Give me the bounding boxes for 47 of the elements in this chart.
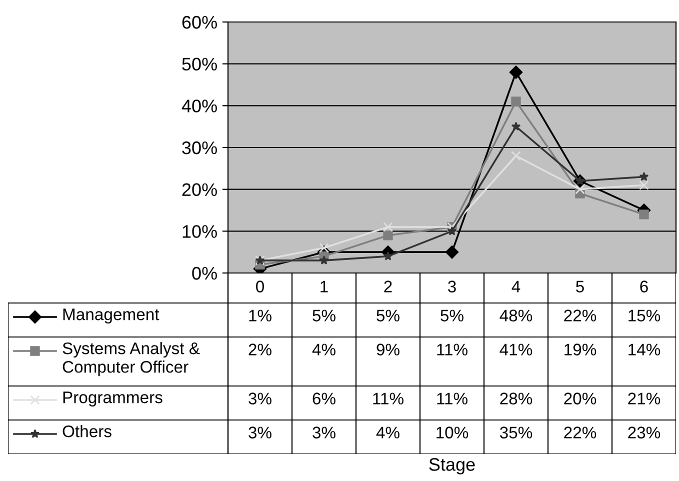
y-tick-label: 60% — [182, 16, 217, 29]
data-label: 19% — [564, 344, 596, 356]
x-tick-label: 5 — [576, 280, 584, 292]
text: Stage — [429, 458, 475, 474]
data-label: 3% — [248, 392, 272, 404]
data-label: 5% — [440, 310, 464, 322]
data-label: 22% — [564, 310, 596, 322]
legend-label: Programmers — [63, 392, 162, 407]
data-label: 48% — [500, 310, 532, 322]
legend-label: Others — [62, 425, 112, 438]
data-label: 2% — [248, 344, 272, 356]
data-label: 11% — [437, 392, 468, 404]
x-tick-label: 4 — [512, 280, 520, 292]
data-label: 22% — [564, 426, 596, 438]
x-tick-label: 2 — [384, 280, 392, 292]
data-label: 21% — [628, 392, 660, 404]
x-tick-label: 1 — [320, 280, 328, 292]
data-label: 28% — [500, 392, 532, 404]
data-label: 9% — [376, 344, 400, 356]
x-tick-label: 6 — [640, 280, 648, 292]
legend-label: Management — [63, 308, 160, 324]
data-label: 20% — [564, 392, 596, 404]
y-tick-label: 40% — [182, 100, 217, 112]
data-label: 3% — [248, 426, 272, 438]
x-tick-label: 3 — [448, 280, 456, 292]
data-label: 15% — [628, 310, 660, 322]
data-label: 1% — [249, 310, 272, 322]
y-tick-label: 20% — [182, 183, 217, 196]
x-tick-label: 0 — [256, 280, 264, 292]
data-label: 5% — [312, 310, 336, 322]
data-label: 11% — [373, 392, 404, 404]
legend-label: Systems Analyst & Computer Officer — [62, 342, 200, 376]
data-label: 35% — [500, 426, 532, 438]
data-label: 23% — [628, 426, 660, 438]
data-label: 10% — [436, 426, 468, 438]
data-label: 14% — [628, 344, 660, 356]
y-tick-label: 0% — [192, 266, 217, 280]
data-label: 4% — [376, 426, 400, 438]
data-label: 6% — [312, 392, 336, 404]
data-label: 3% — [312, 426, 336, 438]
data-label: 4% — [312, 344, 336, 356]
y-tick-label: 30% — [182, 141, 217, 154]
data-label: 5% — [376, 310, 400, 322]
data-label: 41% — [500, 344, 532, 356]
y-tick-label: 10% — [182, 225, 217, 238]
data-label: 11% — [437, 344, 468, 356]
y-tick-label: 50% — [182, 58, 217, 71]
